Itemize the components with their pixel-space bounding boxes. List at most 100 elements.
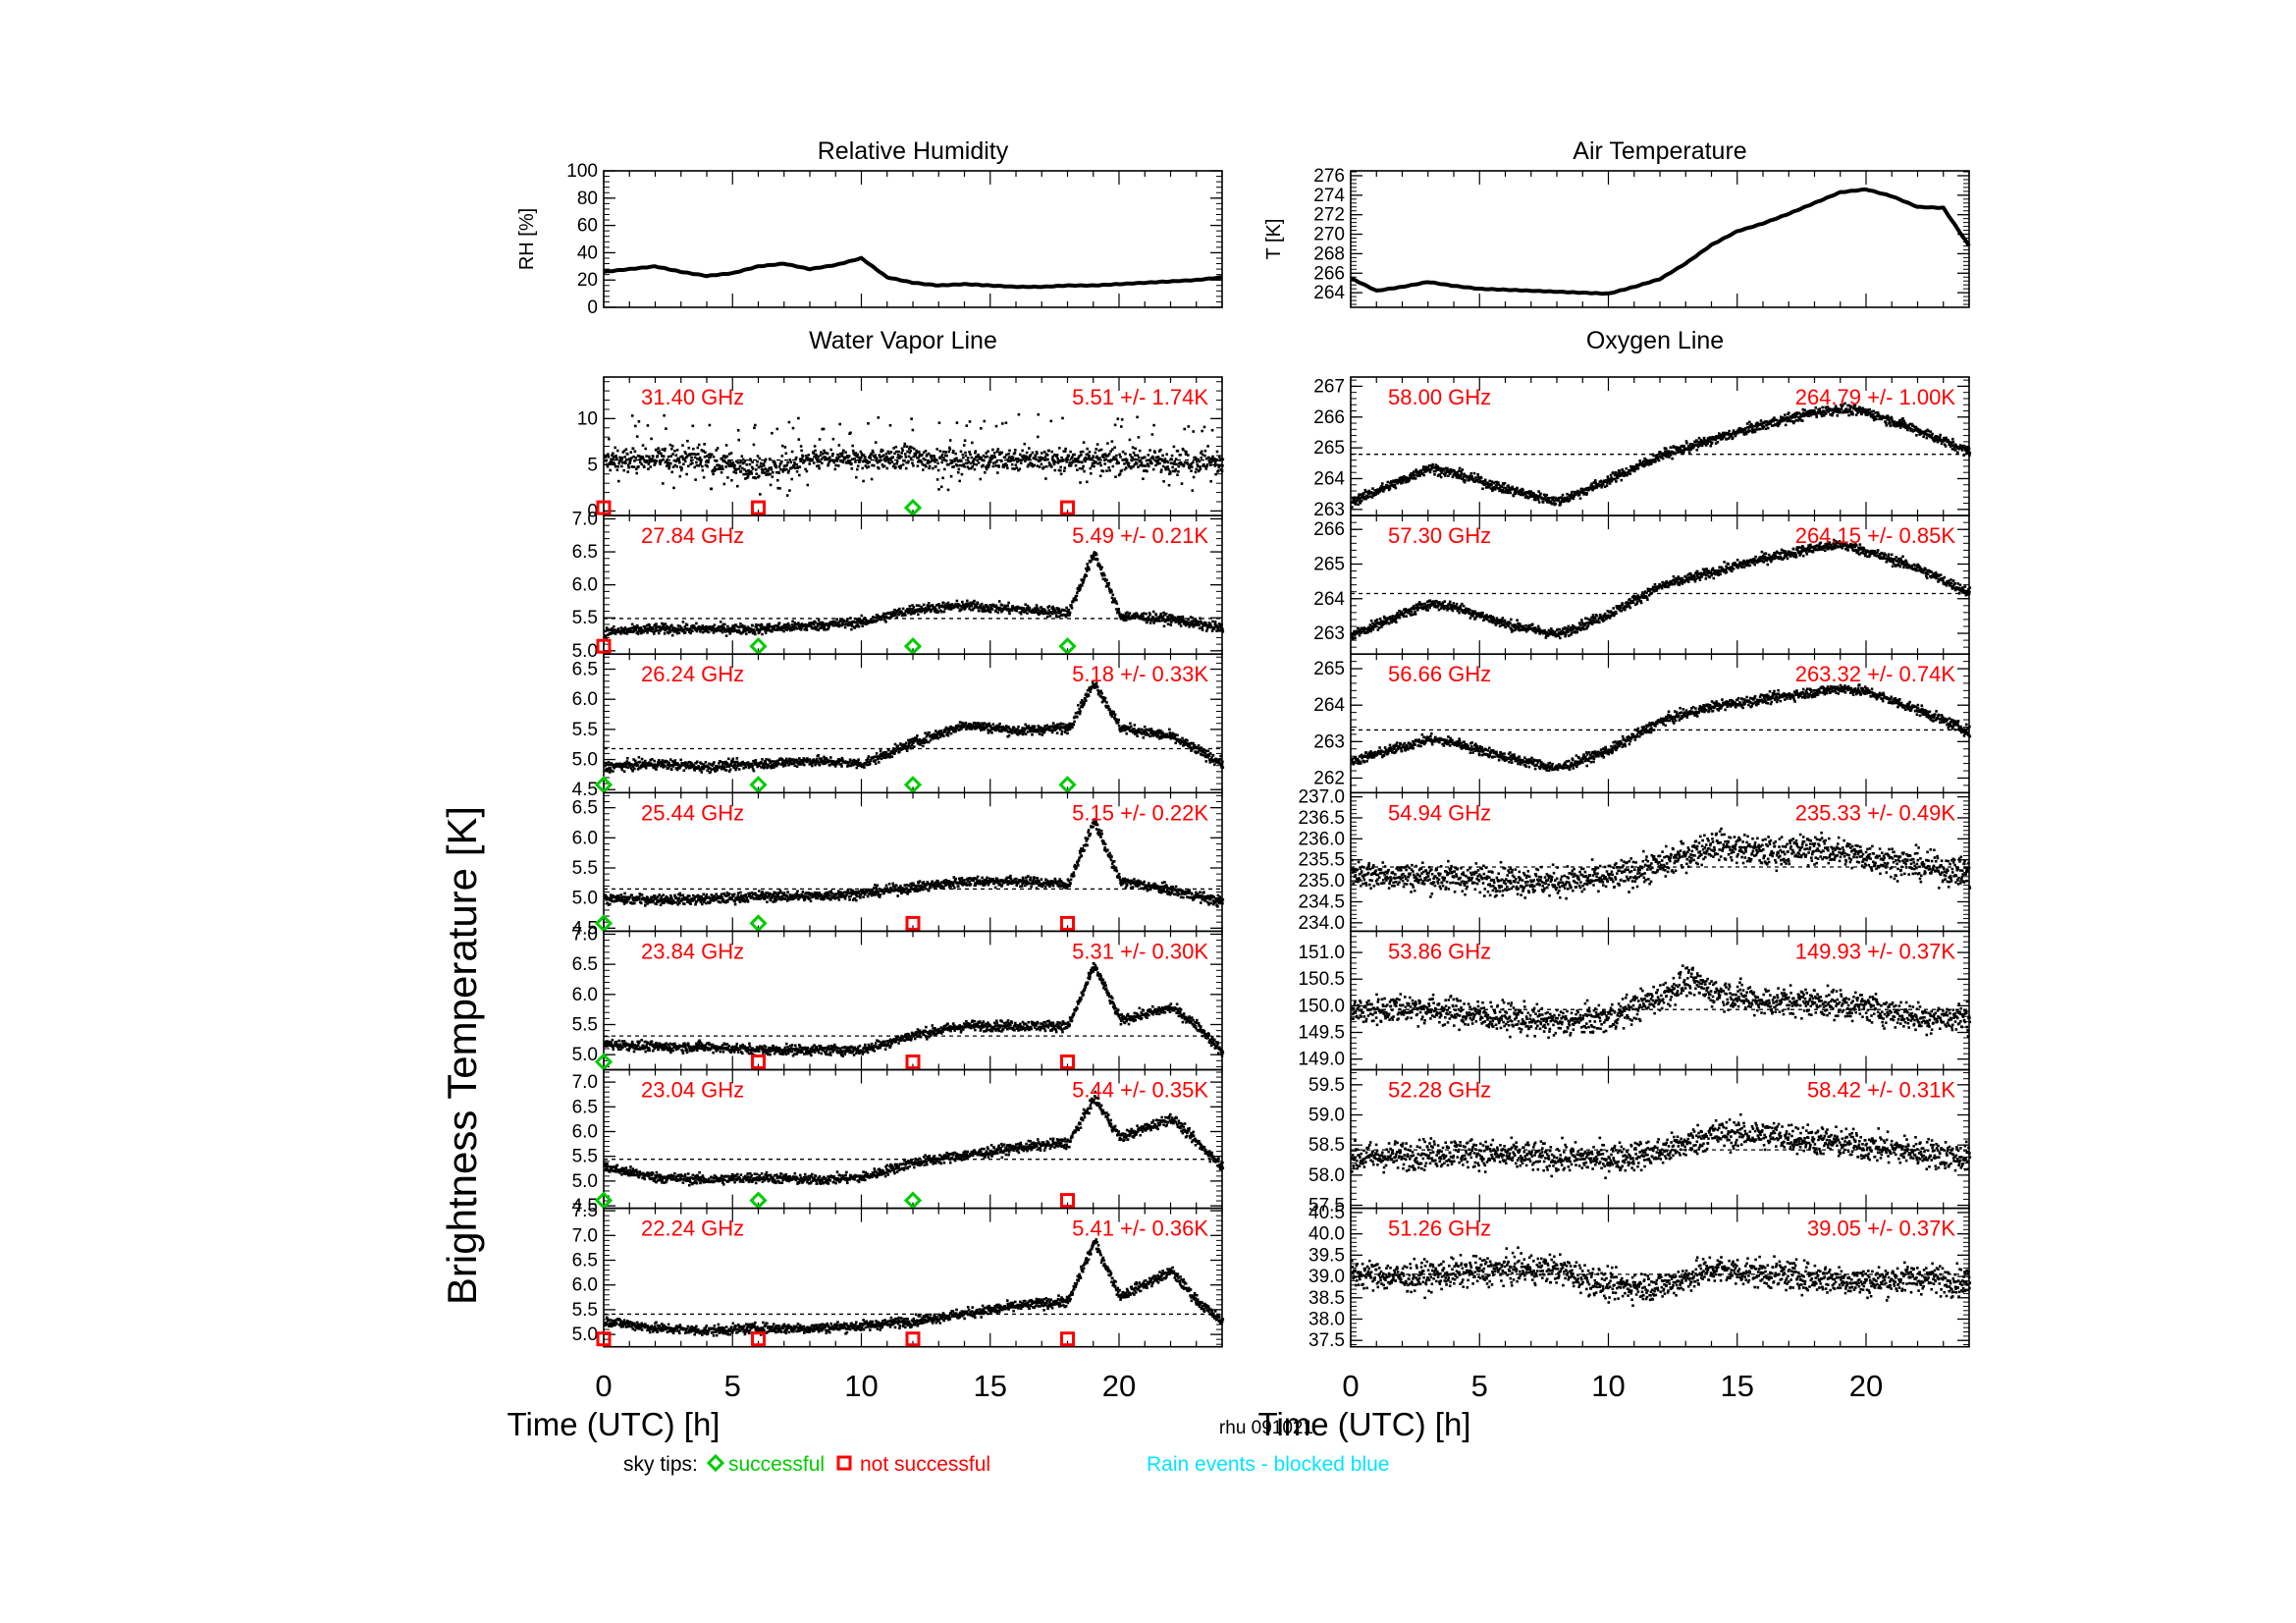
data-point [1208,460,1211,464]
data-point [966,465,970,468]
data-point [749,765,753,768]
data-point [666,459,669,461]
data-point [662,624,665,627]
data-point [747,468,750,472]
data-point [1074,712,1078,715]
data-point [1130,459,1134,462]
data-point [1110,459,1113,461]
data-point [821,452,825,456]
data-point [868,761,872,764]
data-point [735,460,738,463]
data-point [721,467,724,470]
data-point [678,474,682,478]
data-point [672,628,675,632]
data-point [1048,615,1052,618]
data-point [745,632,748,635]
data-point [612,631,615,634]
data-point [743,624,746,628]
data-point [833,467,837,471]
data-point [896,744,899,748]
data-point [813,455,816,459]
data-point [772,763,775,766]
data-point [1027,463,1031,466]
data-point [780,763,783,766]
data-point [1197,750,1200,754]
data-point [881,614,885,618]
data-point [903,442,907,446]
data-point [958,479,961,483]
data-point [689,462,692,466]
data-point [1185,451,1188,454]
y-tick-label: 7.0 [572,509,598,529]
data-point [623,456,626,459]
data-point [1072,600,1075,603]
data-point [1012,459,1015,461]
data-point [1150,461,1153,465]
data-point [1120,617,1123,621]
data-point [1091,461,1095,465]
data-point [988,463,991,467]
data-point [761,765,765,769]
data-point [1024,723,1027,727]
data-point [901,449,904,452]
data-point [607,633,610,636]
data-point [776,486,779,490]
data-point [797,622,800,624]
data-point [768,759,772,763]
data-point [792,758,795,761]
data-point [689,459,693,462]
data-point [856,453,859,457]
data-point [725,455,729,459]
data-point [659,628,663,632]
data-point [854,621,858,624]
data-point [1092,456,1095,459]
data-point [789,760,792,764]
data-point [1029,730,1032,733]
data-point [910,446,914,450]
data-point [615,894,619,897]
data-point [614,446,616,450]
data-point [1124,452,1127,456]
data-point [1197,458,1200,461]
data-point [854,759,858,763]
data-point [922,603,926,607]
data-point [817,455,820,459]
data-point [837,444,841,447]
data-point [1142,615,1145,619]
data-point [721,630,724,634]
data-point [1006,730,1010,733]
data-point [1129,722,1132,726]
data-point [726,624,729,628]
data-point [675,464,678,468]
data-point [724,760,727,764]
data-point [797,416,800,420]
data-point [923,741,926,744]
data-point [966,599,969,603]
data-point [757,465,761,469]
data-point [1107,453,1111,456]
data-point [1151,616,1155,620]
data-point [1034,608,1038,612]
data-point [1016,732,1020,736]
data-point [1201,625,1203,629]
data-point [889,755,892,759]
data-point [851,458,854,460]
data-point [931,466,934,470]
data-point [832,460,836,464]
data-point [691,629,694,633]
data-point [798,458,802,460]
data-point [1107,581,1110,585]
data-point [653,459,657,462]
data-point [939,733,943,736]
data-point [609,632,613,635]
data-point [678,460,681,464]
data-point [1036,606,1039,610]
data-point [655,448,658,452]
data-point [972,462,976,465]
data-point [679,455,682,459]
data-point [904,466,908,470]
data-point [1154,732,1158,735]
data-point [780,444,784,448]
data-point [1117,718,1120,722]
data-point [934,464,937,468]
